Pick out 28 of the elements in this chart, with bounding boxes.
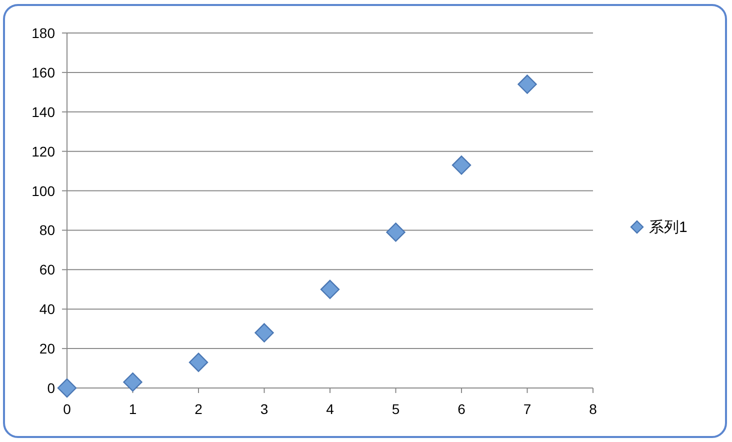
point xyxy=(452,156,472,175)
x-tick-label: 3 xyxy=(260,401,268,417)
x-tick-label: 8 xyxy=(589,401,598,417)
x-tick-label: 7 xyxy=(523,401,532,417)
x-tick-label: 1 xyxy=(128,401,137,417)
point xyxy=(518,74,537,94)
y-tick-label: 80 xyxy=(39,222,56,238)
y-tick-label: 100 xyxy=(32,182,56,199)
x-tick-label: 0 xyxy=(63,401,72,417)
y-tick-label: 160 xyxy=(32,64,56,80)
point xyxy=(254,323,274,342)
x-tick-label: 4 xyxy=(326,401,334,417)
y-tick-label: 20 xyxy=(39,340,56,357)
legend-label: 系列1 xyxy=(649,219,688,236)
x-tick-label: 2 xyxy=(194,401,203,417)
y-tick-label: 60 xyxy=(39,262,56,278)
y-tick-label: 120 xyxy=(32,143,56,160)
y-tick-label: 40 xyxy=(39,301,56,318)
x-tick-label: 5 xyxy=(392,401,400,417)
y-tick-label: 0 xyxy=(47,380,56,396)
y-tick-label: 140 xyxy=(32,104,56,120)
point xyxy=(57,378,77,398)
point xyxy=(386,222,406,242)
point xyxy=(123,372,142,392)
point xyxy=(320,280,340,299)
x-tick-label: 6 xyxy=(458,401,466,417)
point xyxy=(188,352,208,372)
y-tick-label: 180 xyxy=(32,25,56,41)
